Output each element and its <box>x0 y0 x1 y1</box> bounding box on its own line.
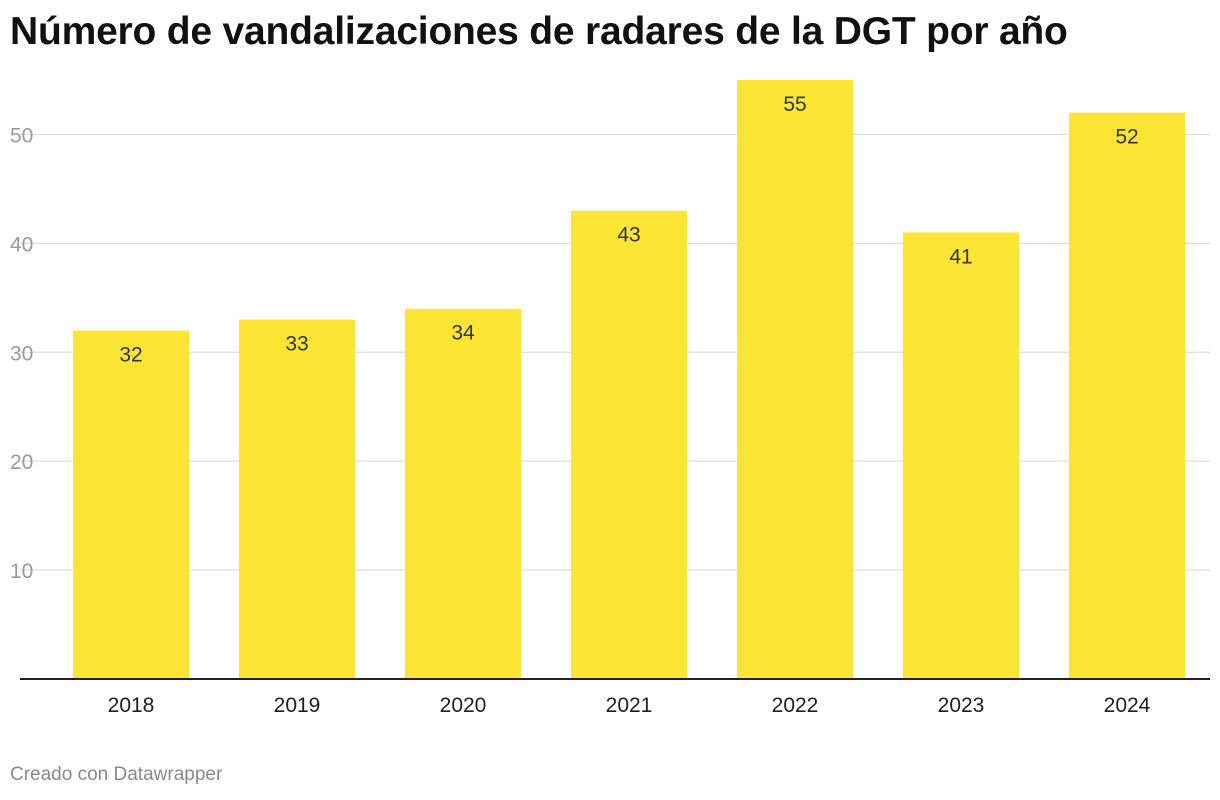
bar-2024 <box>1069 112 1185 679</box>
y-tick-label: 50 <box>10 124 33 147</box>
x-tick-label: 2024 <box>1104 694 1151 717</box>
value-label: 43 <box>617 224 640 247</box>
value-label: 41 <box>949 245 972 268</box>
bar-2018 <box>73 330 189 679</box>
y-tick-label: 30 <box>10 342 33 365</box>
bar-2019 <box>239 319 355 679</box>
y-tick-label: 40 <box>10 233 33 256</box>
y-tick-label: 10 <box>10 560 33 583</box>
bar-2023 <box>903 232 1019 680</box>
x-tick-label: 2019 <box>274 694 321 717</box>
value-label: 34 <box>451 322 475 345</box>
x-tick-label: 2020 <box>440 694 487 717</box>
bar-2021 <box>571 210 687 679</box>
x-tick-label: 2018 <box>108 694 155 717</box>
x-tick-label: 2023 <box>938 694 985 717</box>
value-labels: 32 33 34 43 55 41 52 <box>119 93 1138 366</box>
value-label: 33 <box>285 333 308 356</box>
x-axis-ticks: 2018 2019 2020 2021 2022 2023 2024 <box>108 694 1151 717</box>
bar-2020 <box>405 308 521 679</box>
value-label: 52 <box>1115 126 1138 149</box>
bar-2022 <box>737 80 853 679</box>
x-tick-label: 2022 <box>772 694 819 717</box>
value-label: 55 <box>783 93 806 116</box>
value-label: 32 <box>119 343 142 366</box>
credit-text: Creado con Datawrapper <box>10 764 223 785</box>
y-tick-label: 20 <box>10 451 33 474</box>
y-axis-ticks: 10 20 30 40 50 <box>10 124 33 583</box>
bars <box>73 80 1185 680</box>
chart-title: Número de vandalizaciones de radares de … <box>10 10 1068 53</box>
x-tick-label: 2021 <box>606 694 653 717</box>
